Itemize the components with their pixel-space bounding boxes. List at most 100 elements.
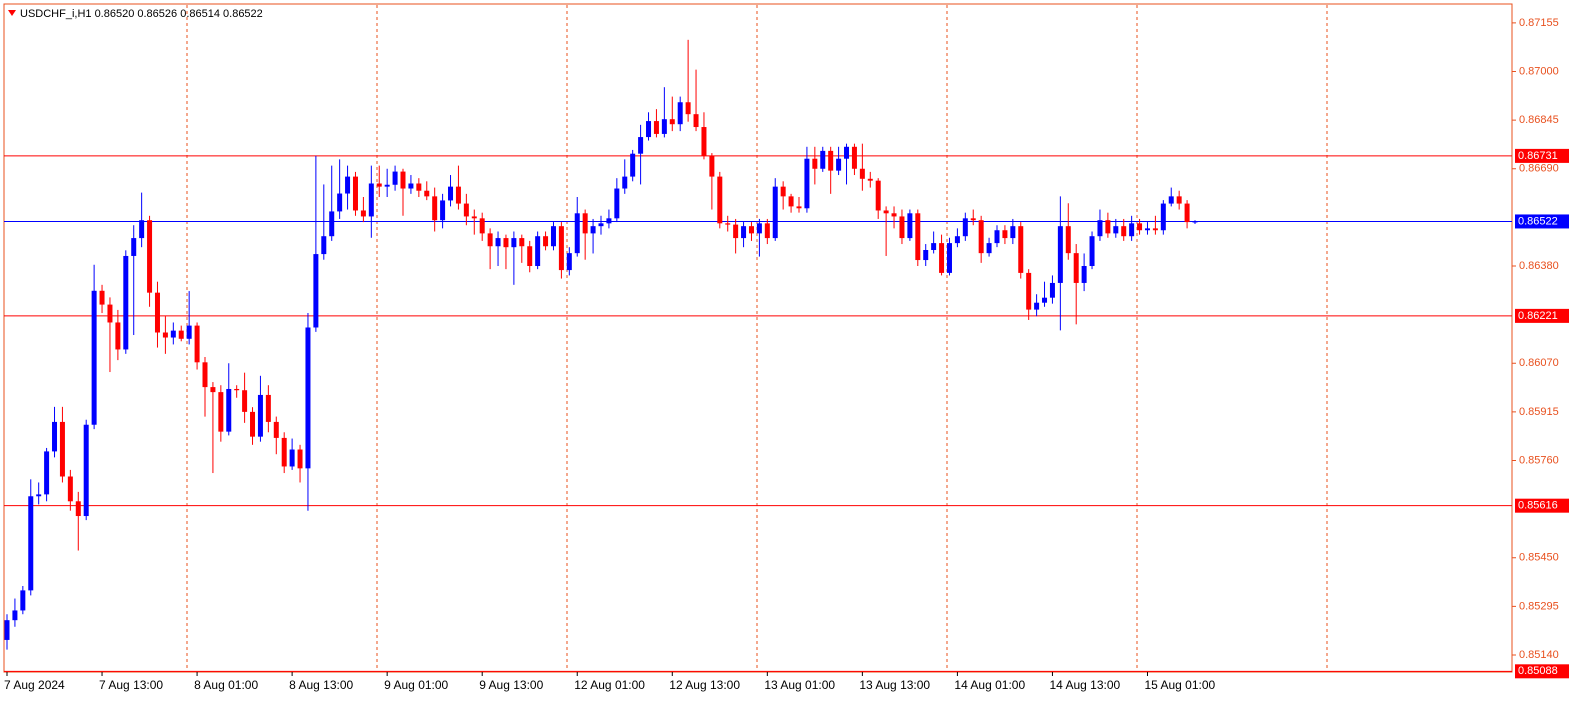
candle-body — [1026, 272, 1032, 310]
candle-body — [1121, 226, 1127, 237]
x-tick-label: 14 Aug 01:00 — [954, 678, 1025, 692]
candle-body — [994, 230, 1000, 244]
candle-body — [463, 203, 469, 217]
candle-body — [289, 449, 295, 467]
candle-body — [408, 183, 414, 189]
candle-body — [804, 158, 810, 209]
title-marker — [8, 10, 16, 16]
candle-body — [741, 226, 747, 239]
candle-body — [1081, 266, 1087, 283]
y-tick-label: 0.87155 — [1519, 17, 1559, 29]
candle-body — [543, 236, 549, 247]
x-tick-label: 12 Aug 13:00 — [669, 678, 740, 692]
candle-body — [622, 176, 628, 189]
y-tick-label: 0.85140 — [1519, 649, 1559, 661]
candle-body — [305, 327, 311, 469]
candle-body — [75, 501, 81, 517]
candle-body — [614, 188, 620, 219]
candle-body — [748, 226, 754, 234]
candle-body — [867, 178, 873, 181]
candle-body — [701, 127, 707, 156]
candle-body — [915, 213, 921, 261]
candle-body — [796, 206, 802, 209]
candle-body — [202, 362, 208, 388]
x-tick-label: 13 Aug 13:00 — [859, 678, 930, 692]
candle-body — [273, 421, 279, 438]
candle-body — [582, 213, 588, 234]
candle-body — [83, 424, 89, 517]
candle-body — [812, 158, 818, 169]
candle-body — [479, 218, 485, 234]
candle-body — [1065, 226, 1071, 254]
candle-body — [321, 236, 327, 255]
x-tick-label: 13 Aug 01:00 — [764, 678, 835, 692]
x-tick-label: 14 Aug 13:00 — [1049, 678, 1120, 692]
candle-body — [780, 186, 786, 197]
candle-body — [384, 184, 390, 187]
x-tick-label: 7 Aug 2024 — [4, 678, 65, 692]
y-tick-label: 0.86380 — [1519, 260, 1559, 272]
candle-body — [313, 254, 319, 328]
x-tick-label: 8 Aug 13:00 — [289, 678, 353, 692]
candle-body — [455, 186, 461, 204]
plot-frame — [3, 3, 1513, 673]
candle-body — [1105, 220, 1111, 234]
candle-body — [638, 137, 644, 154]
candle-body — [851, 146, 857, 169]
candle-body — [170, 330, 176, 338]
price-label: 0.85088 — [1518, 665, 1558, 677]
candle-body — [590, 226, 596, 234]
candle-body — [661, 119, 667, 134]
candle-body — [653, 121, 659, 134]
candle-body — [630, 153, 636, 177]
price-label: 0.86221 — [1518, 310, 1558, 322]
candle-body — [1034, 302, 1040, 310]
candle-body — [939, 243, 945, 273]
candle-body — [1089, 236, 1095, 267]
candle-body — [448, 186, 454, 201]
candle-body — [1184, 203, 1190, 223]
candle-body — [1018, 226, 1024, 273]
candle-body — [828, 150, 834, 171]
candle-body — [1144, 228, 1150, 231]
candle-body — [527, 246, 533, 267]
candle-body — [883, 210, 889, 214]
x-tick-label: 15 Aug 01:00 — [1144, 678, 1215, 692]
candle-body — [20, 590, 26, 611]
candle-body — [566, 253, 572, 271]
candle-body — [820, 150, 826, 169]
candle-body — [115, 322, 121, 350]
chart-title: USDCHF_i,H1 0.86520 0.86526 0.86514 0.86… — [20, 8, 263, 20]
y-tick-label: 0.85295 — [1519, 600, 1559, 612]
candle-body — [756, 223, 762, 234]
candle-body — [194, 325, 200, 363]
candle-body — [242, 390, 248, 412]
candle-body — [535, 236, 541, 267]
candle-body — [519, 238, 525, 247]
candle-body — [99, 290, 105, 305]
price-label-box — [1515, 148, 1569, 163]
candle-body — [891, 213, 897, 217]
candle-body — [178, 330, 184, 339]
candle-body — [1129, 223, 1135, 237]
candle-body — [1168, 196, 1174, 204]
x-tick-label: 12 Aug 01:00 — [574, 678, 645, 692]
candle-body — [970, 218, 976, 221]
candle-body — [59, 421, 65, 477]
candle-body — [44, 451, 50, 495]
x-tick-label: 8 Aug 01:00 — [194, 678, 258, 692]
candle-body — [1010, 226, 1016, 239]
candle-body — [368, 183, 374, 217]
candle-body — [717, 176, 723, 224]
candle-body — [646, 121, 652, 138]
candle-body — [52, 421, 58, 452]
price-label: 0.86522 — [1518, 215, 1558, 227]
candle-body — [400, 171, 406, 189]
x-tick-label: 9 Aug 13:00 — [479, 678, 543, 692]
candle-body — [1152, 228, 1158, 231]
candle-body — [685, 102, 691, 115]
candle-body — [907, 213, 913, 239]
candle-body — [12, 610, 18, 621]
candle-body — [281, 437, 287, 467]
candle-body — [250, 411, 256, 437]
